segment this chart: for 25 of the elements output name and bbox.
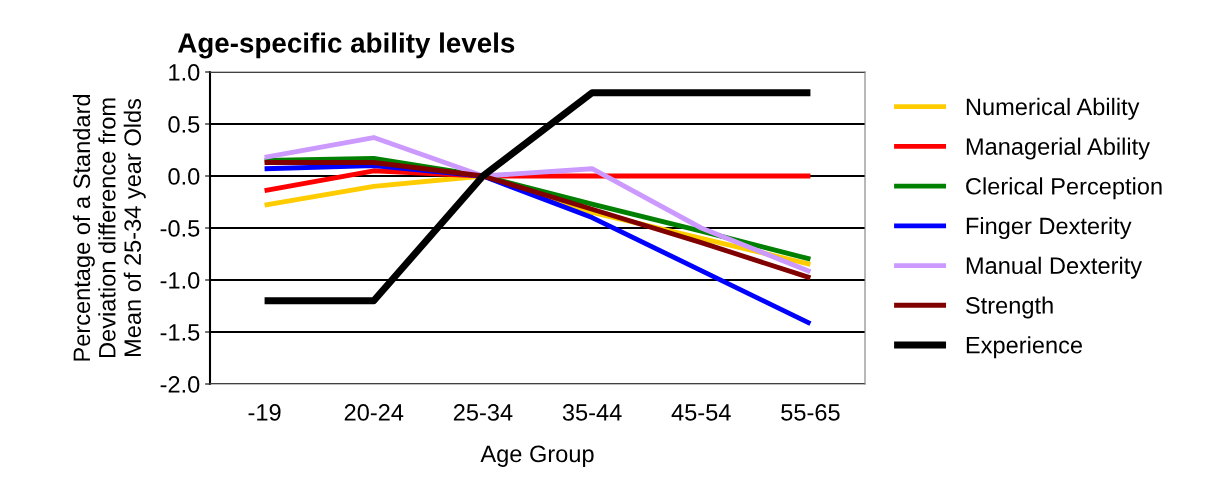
y-tick-label: 1.0: [169, 64, 200, 81]
legend-label: Finger Dexterity: [966, 217, 1132, 239]
y-tick-label: -1.0: [160, 272, 200, 289]
x-tick-label: 55-65: [781, 404, 840, 421]
legend-label: Strength: [966, 296, 1053, 319]
y-tick-label: -2.0: [160, 376, 200, 393]
x-tick-label: -19: [248, 404, 281, 421]
x-tick-label: 35-44: [562, 404, 622, 421]
line-series: [262, 160, 813, 281]
y-axis-title: Percentage of a Standard Deviation difference from Mean of 25-34 year Olds: [72, 94, 146, 361]
chart-title: Age-specific ability levels: [177, 32, 515, 59]
y-tick-label: -1.5: [160, 324, 200, 341]
x-tick-label: 45-54: [671, 404, 731, 421]
y-tick-label: 0.0: [168, 168, 200, 185]
x-tick-label: 20-24: [344, 404, 404, 421]
x-tick-label: 25-34: [453, 404, 513, 421]
y-tick-label: -0.5: [160, 220, 200, 237]
legend-label: Numerical Ability: [966, 97, 1140, 120]
line-series: [262, 135, 813, 275]
y-tick-label: 0.5: [168, 116, 200, 133]
x-axis-title: Age Group: [480, 445, 594, 467]
legend-label: Managerial Ability: [966, 137, 1150, 160]
legend-label: Manual Dexterity: [966, 256, 1143, 279]
legend-label: Experience: [966, 336, 1082, 359]
legend-label: Clerical Perception: [966, 177, 1162, 200]
